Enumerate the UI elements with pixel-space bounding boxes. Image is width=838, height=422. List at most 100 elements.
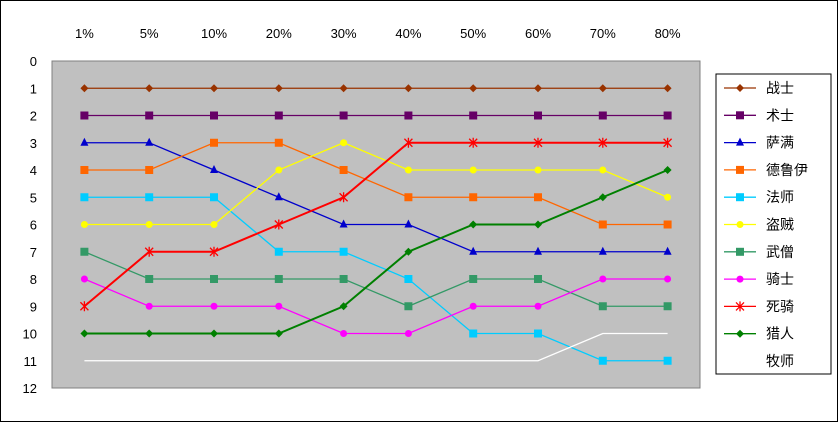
data-point [534,220,542,229]
legend-label: 德鲁伊 [766,163,808,179]
data-point [598,84,607,93]
data-point [664,275,672,283]
data-point [275,166,283,174]
series-line [84,332,668,362]
data-point [80,111,89,120]
data-point [274,329,283,338]
data-point [80,221,88,228]
y-tick-label: 8 [30,272,37,287]
legend-item: 萨满 [724,136,794,152]
data-point [403,137,413,148]
data-point [663,246,672,255]
series-0 [80,84,672,93]
series-line [84,278,668,335]
y-tick-label: 1 [30,81,37,96]
x-tick-label: 5% [140,26,159,41]
data-point [275,302,283,310]
data-point [598,111,607,120]
legend-label: 骑士 [766,272,794,288]
data-point [404,84,413,93]
data-point [145,302,153,310]
legend-label: 武僧 [766,245,794,261]
legend-item: 法师 [724,190,794,206]
legend-item: 牧师 [724,354,794,370]
data-point [469,246,478,255]
x-tick-label: 20% [266,26,292,41]
data-point [469,166,477,174]
data-point [599,275,607,283]
data-point [736,221,744,228]
data-point [469,193,478,202]
data-point [145,166,154,174]
legend-item: 武僧 [724,245,794,261]
legend-label: 法师 [766,190,794,206]
data-point [663,137,673,148]
data-point [598,220,607,229]
data-point [469,220,478,229]
data-point [144,246,154,257]
legend-item: 术士 [724,108,794,124]
legend-label: 战士 [766,81,794,97]
data-point [210,84,218,93]
series-5 [80,139,672,228]
legend-label: 猎人 [766,327,794,343]
data-point [736,111,744,120]
y-tick-label: 9 [30,299,37,314]
data-point [599,166,607,174]
data-point [145,275,154,283]
data-point [210,111,218,120]
data-point [663,302,672,311]
series-9 [80,166,672,338]
data-point [274,84,283,93]
x-tick-label: 1% [75,26,94,41]
data-point [534,166,542,174]
data-point [145,84,154,93]
data-point [736,84,744,92]
data-point [404,111,413,120]
data-point [80,166,89,174]
series-line [84,142,668,226]
data-point [534,193,542,202]
y-tick-label: 5 [30,190,37,205]
data-point [79,301,89,312]
series-line [83,141,668,308]
legend-label: 牧师 [766,354,794,370]
data-point [274,247,283,256]
y-tick-label: 10 [23,327,37,342]
data-point [210,193,218,202]
data-point [469,111,478,120]
legend-item: 战士 [724,81,794,97]
legend-item: 德鲁伊 [724,163,808,179]
data-point [80,137,89,146]
data-point [533,137,543,148]
series-10 [84,332,668,362]
data-point [663,84,672,93]
data-point [735,301,745,312]
data-point [210,329,218,338]
y-tick-label: 12 [23,381,37,396]
data-point [274,275,283,283]
series-line [84,169,668,335]
data-point [340,139,348,147]
data-point [145,221,153,228]
x-tick-label: 60% [525,26,551,41]
data-point [663,166,672,174]
data-point [145,329,154,338]
data-point [404,275,413,283]
legend-item: 猎人 [724,327,794,343]
data-point [274,192,283,201]
legend-label: 死骑 [766,299,794,315]
series-8 [79,137,673,312]
data-point [736,329,744,338]
legend-item: 盗贼 [724,218,794,234]
x-tick-label: 30% [331,26,357,41]
data-point [534,111,542,120]
data-point [80,84,89,93]
data-point [664,193,672,201]
data-point [404,330,412,337]
data-point [534,246,542,255]
data-point [339,111,348,120]
y-tick-label: 11 [24,354,38,369]
series-7 [80,275,672,337]
